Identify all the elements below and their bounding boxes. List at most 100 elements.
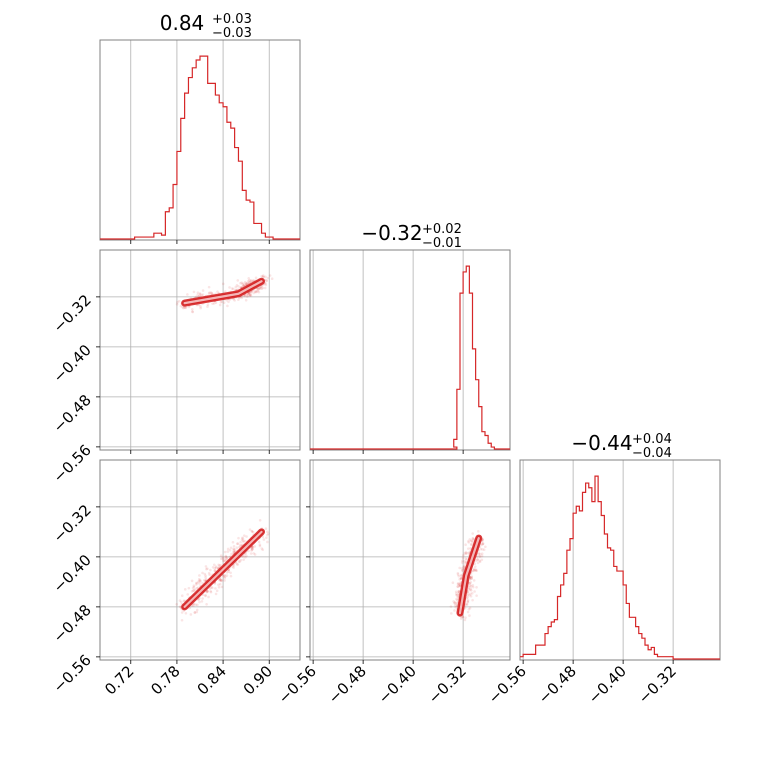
scatter-point-2-370 — [465, 551, 469, 555]
scatter-point-2-367 — [456, 582, 460, 585]
scatter-point-1-77 — [221, 556, 225, 559]
scatter-point-2-201 — [475, 594, 478, 597]
scatter-point-0-282 — [187, 305, 191, 309]
scatter-point-0-286 — [218, 303, 222, 307]
scatter-point-2-223 — [456, 598, 459, 602]
scatter-point-0-35 — [198, 292, 202, 295]
scatter-point-0-86 — [182, 306, 185, 310]
scatter-point-2-144 — [482, 548, 486, 552]
scatter-point-0-186 — [212, 302, 216, 305]
scatter-point-0-20 — [268, 274, 272, 277]
scatter-point-0-242 — [201, 293, 205, 296]
scatter-point-1-379 — [225, 557, 229, 560]
scatter-point-1-370 — [218, 578, 222, 581]
scatter-point-2-1 — [474, 568, 478, 571]
scatter-point-0-407 — [252, 278, 255, 282]
scatter-point-0-70 — [196, 291, 200, 294]
scatter-point-1-137 — [178, 605, 182, 608]
scatter-point-0-285 — [254, 290, 258, 294]
scatter-point-2-90 — [469, 587, 473, 590]
scatter-point-0-309 — [249, 279, 253, 282]
scatter-point-1-380 — [204, 593, 207, 597]
scatter-point-0-350 — [214, 301, 218, 305]
scatter-point-1-101 — [189, 613, 193, 616]
scatter-point-0-393 — [260, 274, 263, 278]
scatter-point-2-161 — [470, 543, 473, 547]
scatter-point-1-168 — [200, 600, 204, 603]
scatter-point-0-146 — [177, 299, 181, 303]
scatter-point-0-199 — [225, 298, 228, 302]
scatter-point-0-252 — [248, 293, 252, 297]
scatter-point-1-97 — [232, 550, 235, 554]
scatter-point-2-62 — [480, 558, 484, 562]
scatter-point-1-106 — [203, 572, 207, 576]
scatter-point-1-363 — [229, 571, 232, 575]
scatter-point-0-167 — [248, 278, 251, 282]
scatter-point-2-75 — [470, 592, 474, 595]
scatter-point-1-414 — [245, 554, 248, 558]
scatter-point-2-33 — [466, 590, 470, 594]
scatter-point-2-164 — [475, 555, 479, 559]
scatter-point-0-330 — [230, 287, 234, 290]
scatter-point-1-387 — [201, 571, 204, 575]
scatter-point-2-326 — [474, 559, 478, 563]
scatter-point-0-157 — [261, 286, 265, 290]
scatter-point-0-284 — [240, 296, 244, 300]
scatter-point-1-22 — [258, 518, 262, 522]
scatter-point-1-192 — [243, 539, 247, 543]
scatter-point-1-73 — [208, 573, 211, 577]
scatter-point-2-101 — [461, 568, 464, 572]
scatter-point-2-186 — [460, 567, 464, 570]
scatter-point-1-334 — [219, 554, 223, 557]
scatter-point-2-5 — [454, 590, 458, 594]
scatter-point-1-25 — [195, 581, 199, 585]
scatter-point-2-322 — [476, 558, 479, 561]
scatter-point-1-384 — [202, 578, 206, 582]
scatter-point-1-271 — [229, 574, 233, 578]
scatter-point-2-154 — [469, 576, 472, 579]
scatter-point-0-369 — [198, 294, 201, 298]
scatter-point-1-391 — [186, 593, 190, 596]
scatter-point-1-18 — [199, 580, 202, 583]
scatter-point-1-16 — [175, 603, 179, 606]
scatter-point-0-213 — [258, 286, 262, 289]
scatter-point-0-108 — [219, 300, 223, 304]
scatter-point-1-159 — [250, 530, 254, 533]
scatter-point-2-338 — [459, 617, 463, 620]
scatter-point-0-354 — [239, 281, 242, 285]
scatter-point-1-210 — [220, 585, 224, 589]
scatter-point-1-335 — [195, 610, 199, 614]
scatter-point-1-397 — [258, 543, 262, 546]
scatter-point-2-40 — [468, 582, 471, 585]
scatter-point-2-69 — [467, 587, 471, 591]
xtick-label-0-2: 0.84 — [194, 662, 230, 698]
scatter-point-1-417 — [218, 564, 221, 567]
scatter-point-1-318 — [261, 535, 265, 539]
scatter-point-2-182 — [449, 605, 453, 608]
scatter-point-2-277 — [458, 581, 462, 585]
scatter-point-1-269 — [223, 573, 227, 577]
scatter-point-2-22 — [464, 543, 467, 547]
scatter-point-2-122 — [455, 603, 459, 607]
scatter-point-0-234 — [175, 302, 179, 306]
scatter-point-1-382 — [204, 576, 207, 579]
scatter-point-1-371 — [251, 546, 255, 549]
scatter-point-1-229 — [251, 530, 255, 534]
scatter-point-1-42 — [226, 547, 230, 551]
scatter-point-0-318 — [227, 300, 230, 304]
scatter-point-1-277 — [194, 583, 198, 586]
scatter-point-2-37 — [475, 569, 478, 573]
scatter-point-1-175 — [238, 544, 242, 547]
scatter-point-2-221 — [458, 582, 461, 586]
scatter-point-0-150 — [247, 292, 251, 296]
scatter-point-2-400 — [465, 603, 469, 607]
scatter-point-2-190 — [457, 590, 460, 593]
scatter-point-0-110 — [260, 287, 264, 291]
scatter-point-0-120 — [242, 284, 246, 288]
scatter-point-0-145 — [244, 282, 248, 286]
scatter-point-1-156 — [217, 583, 220, 587]
scatter-point-2-23 — [468, 588, 472, 592]
scatter-point-1-293 — [260, 547, 264, 550]
panel-title-upper-0: +0.03 — [212, 12, 252, 27]
scatter-point-2-212 — [481, 542, 484, 546]
